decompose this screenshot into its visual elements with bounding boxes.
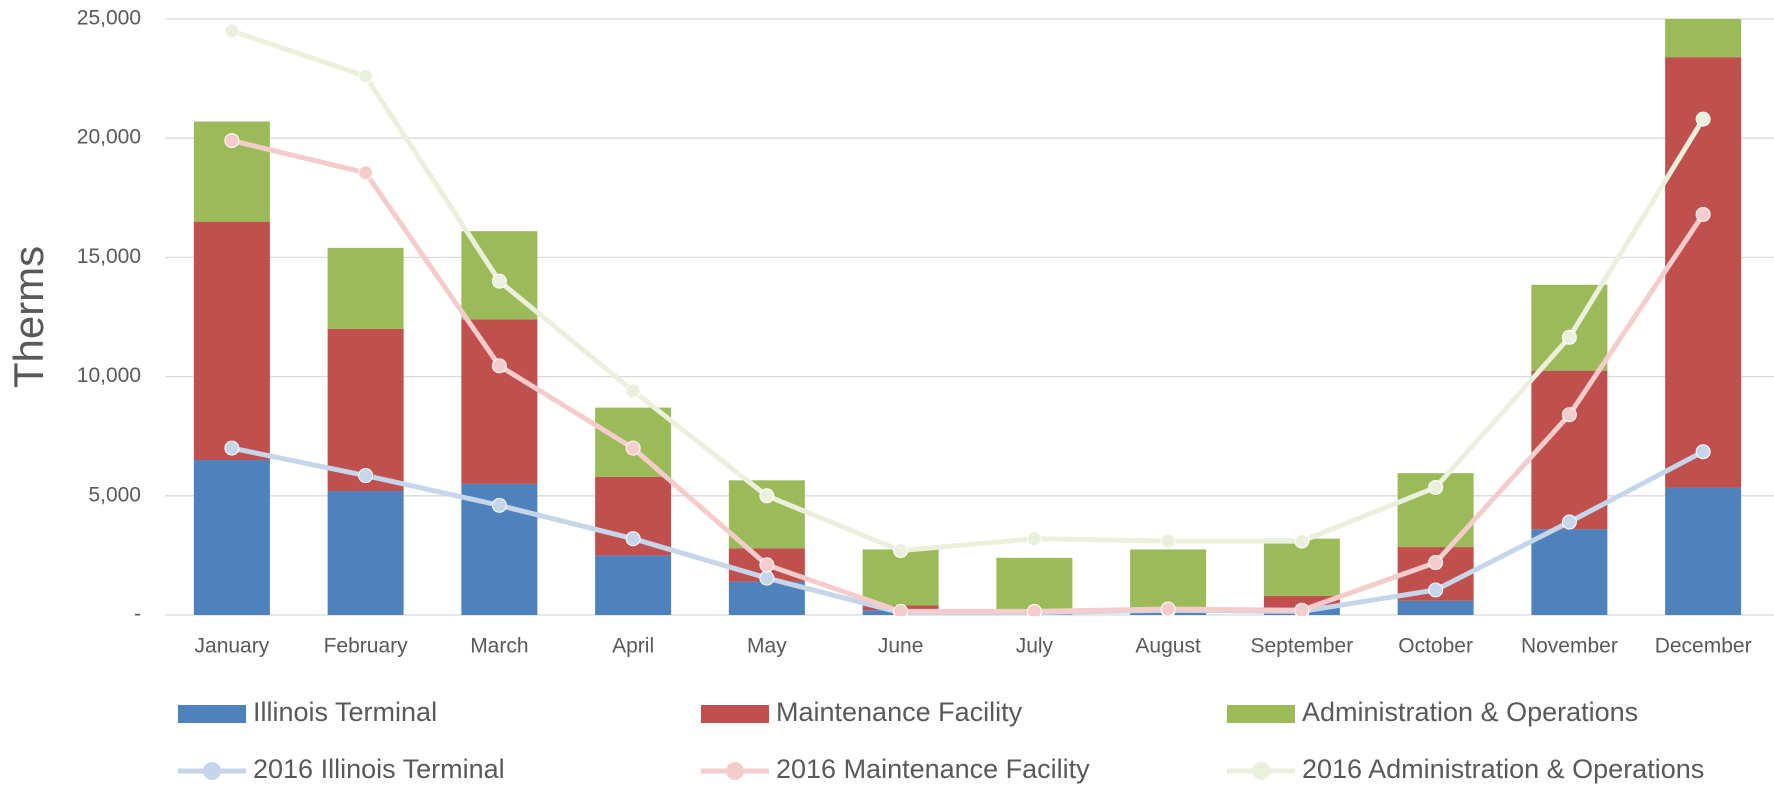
bar-segment [327,328,404,492]
y-tick-label: 25,000 [77,7,141,30]
line-marker [1294,533,1310,549]
y-tick-label: 15,000 [77,245,141,268]
line-marker [1026,531,1042,547]
line-marker [491,358,507,374]
legend-swatch [178,705,246,723]
line-marker [759,557,775,573]
line-marker [358,468,374,484]
x-tick-label: October [1398,635,1473,658]
line-marker [358,68,374,84]
legend-swatch [1252,762,1270,780]
line-marker [625,383,641,399]
bar-segment [728,581,805,615]
legend-label: 2016 Maintenance Facility [776,754,1090,784]
bar-segment [1665,19,1742,58]
line-marker [893,543,909,559]
line-marker [224,133,240,149]
legend-label: Illinois Terminal [253,697,437,727]
line-marker [358,165,374,181]
bar-segment [862,549,939,606]
line-marker [1695,444,1711,460]
legend-label: 2016 Illinois Terminal [253,754,505,784]
bar-segment [1531,370,1608,530]
bar-segment [193,221,270,461]
line-marker [1428,555,1444,571]
y-tick-label: 5,000 [88,483,141,506]
x-tick-label: November [1521,635,1618,658]
x-tick-label: April [612,635,654,658]
bar-segment [193,460,270,615]
x-tick-label: March [470,635,528,658]
legend-swatch [203,762,221,780]
line-marker [1428,479,1444,495]
line-marker [759,488,775,504]
x-tick-label: May [747,635,787,658]
line-marker [625,440,641,456]
line-marker [1561,407,1577,423]
x-tick-label: February [324,635,409,658]
line-marker [893,603,909,616]
line [231,28,1706,554]
line-marker [491,273,507,289]
y-tick-label: 20,000 [77,126,141,149]
line-marker [1294,602,1310,616]
bar-segment [1130,549,1207,611]
line-marker [1695,206,1711,222]
bar-segment [1665,487,1742,615]
line-marker [224,23,240,39]
line [231,445,1705,616]
legend-swatch [701,705,769,723]
x-tick-label: June [878,635,924,658]
legend-label: Administration & Operations [1302,697,1638,727]
line-marker [224,440,240,456]
line-marker [1561,329,1577,345]
bar-segment [327,247,404,329]
bar-segment [1665,57,1742,488]
y-axis-label: Therms [5,246,52,388]
line-marker [1428,582,1444,598]
bar-segment [461,319,538,484]
line-marker [1160,601,1176,616]
line-marker [491,497,507,513]
line-marker [1026,603,1042,616]
x-tick-label: December [1655,635,1752,658]
bar-segment [996,557,1073,611]
bar-segment [595,555,672,615]
legend-label: Maintenance Facility [776,697,1023,727]
x-tick-label: July [1016,635,1054,658]
bar-segment [1263,595,1340,608]
legend-swatch [726,762,744,780]
x-tick-label: August [1135,635,1201,658]
line-marker [1695,111,1711,127]
bar-segment [1397,600,1474,615]
y-tick-label: 10,000 [77,364,141,387]
legend-label: 2016 Administration & Operations [1302,754,1704,784]
line [231,138,1706,614]
legend-swatch [1227,705,1295,723]
line-marker [1561,514,1577,530]
x-tick-label: January [195,635,270,658]
line-marker [625,531,641,547]
x-tick-label: September [1251,635,1354,658]
line-marker [759,570,775,586]
plot-area [193,19,1742,616]
y-tick-label: - [134,603,141,626]
line-marker [1160,533,1176,549]
bar-segment [327,491,404,615]
bar-segment [1531,529,1608,615]
